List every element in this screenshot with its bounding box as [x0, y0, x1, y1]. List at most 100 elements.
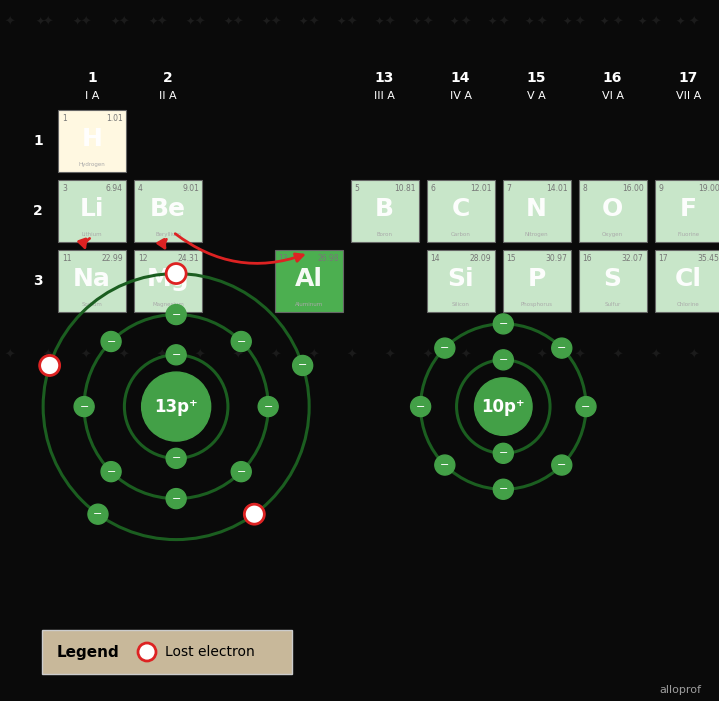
Circle shape	[435, 338, 455, 358]
Text: VII A: VII A	[676, 91, 701, 101]
Text: ✦: ✦	[261, 17, 270, 27]
Text: 35.45: 35.45	[697, 254, 719, 263]
Text: Aluminum: Aluminum	[295, 302, 323, 307]
Text: 28.09: 28.09	[470, 254, 492, 263]
Text: ✦: ✦	[423, 15, 434, 29]
Bar	[58, 110, 126, 172]
Text: 30.97: 30.97	[546, 254, 567, 263]
Text: Magnesium: Magnesium	[152, 302, 184, 307]
Bar	[503, 250, 571, 312]
Text: −: −	[171, 454, 181, 463]
Text: Sodium: Sodium	[81, 302, 102, 307]
Text: −: −	[79, 402, 89, 411]
Bar	[275, 250, 342, 312]
Bar	[579, 180, 646, 242]
Text: ✦: ✦	[613, 15, 623, 29]
Circle shape	[166, 449, 186, 468]
Text: 19.00: 19.00	[698, 184, 719, 193]
Text: III A: III A	[374, 91, 395, 101]
Text: ✦: ✦	[42, 15, 53, 29]
Bar	[58, 180, 126, 242]
Text: ✦: ✦	[461, 15, 471, 29]
Text: ✦: ✦	[537, 348, 547, 362]
Circle shape	[576, 397, 596, 416]
Circle shape	[244, 504, 265, 524]
Text: 15: 15	[527, 71, 546, 85]
Circle shape	[166, 489, 186, 509]
Circle shape	[435, 455, 455, 475]
Text: ✦: ✦	[499, 348, 509, 362]
Text: ✦: ✦	[638, 17, 647, 27]
Text: ✦: ✦	[651, 15, 661, 29]
Text: ✦: ✦	[111, 17, 120, 27]
Circle shape	[88, 504, 108, 524]
Bar	[134, 250, 202, 312]
Text: −: −	[106, 467, 116, 477]
Text: ✦: ✦	[613, 348, 623, 362]
Text: −: −	[237, 336, 246, 346]
Text: Legend: Legend	[57, 644, 120, 660]
Bar	[426, 180, 495, 242]
Circle shape	[40, 355, 60, 376]
Bar	[654, 180, 719, 242]
Text: ✦: ✦	[385, 15, 395, 29]
Text: Chlorine: Chlorine	[677, 302, 700, 307]
Circle shape	[493, 479, 513, 499]
Text: V A: V A	[527, 91, 546, 101]
Text: Nitrogen: Nitrogen	[525, 232, 549, 237]
Text: Hydrogen: Hydrogen	[78, 162, 106, 167]
Text: ✦: ✦	[562, 17, 572, 27]
Text: −: −	[498, 355, 508, 365]
Text: −: −	[498, 319, 508, 329]
Bar	[426, 250, 495, 312]
Text: ✦: ✦	[5, 15, 15, 29]
Text: 10p⁺: 10p⁺	[482, 397, 525, 416]
Text: ✦: ✦	[148, 17, 157, 27]
Text: 16: 16	[603, 71, 622, 85]
Text: ✦: ✦	[186, 17, 196, 27]
Text: ✦: ✦	[525, 17, 534, 27]
Text: I A: I A	[85, 91, 99, 101]
Text: 12: 12	[138, 254, 147, 263]
Text: ✦: ✦	[81, 348, 91, 362]
Text: ✦: ✦	[499, 15, 509, 29]
Bar	[503, 180, 571, 242]
Text: ✦: ✦	[308, 348, 319, 362]
Bar	[134, 180, 202, 242]
Text: 14: 14	[431, 254, 440, 263]
Text: Cl: Cl	[675, 266, 702, 290]
Text: 15: 15	[507, 254, 516, 263]
Text: ✦: ✦	[73, 17, 83, 27]
Text: ✦: ✦	[308, 15, 319, 29]
Text: 3: 3	[62, 184, 67, 193]
Circle shape	[493, 350, 513, 370]
Text: ✦: ✦	[119, 348, 129, 362]
Text: ✦: ✦	[423, 348, 434, 362]
Text: ✦: ✦	[689, 15, 700, 29]
Text: ✦: ✦	[35, 17, 45, 27]
Bar	[58, 250, 126, 312]
Text: 16: 16	[582, 254, 592, 263]
Text: ✦: ✦	[487, 17, 496, 27]
Circle shape	[166, 345, 186, 365]
Text: Mg: Mg	[147, 266, 189, 290]
Bar	[579, 250, 646, 312]
Text: II A: II A	[159, 91, 177, 101]
Text: ✦: ✦	[157, 348, 168, 362]
Text: IV A: IV A	[449, 91, 472, 101]
Text: B: B	[375, 196, 394, 221]
Circle shape	[74, 397, 94, 416]
Text: ✦: ✦	[81, 15, 91, 29]
Text: ✦: ✦	[689, 348, 700, 362]
Text: 11: 11	[62, 254, 71, 263]
Text: −: −	[237, 467, 246, 477]
Text: ✦: ✦	[42, 348, 53, 362]
Text: ✦: ✦	[374, 17, 383, 27]
Circle shape	[232, 332, 251, 351]
Text: 1.01: 1.01	[106, 114, 123, 123]
Text: ✦: ✦	[651, 348, 661, 362]
Text: 17: 17	[679, 71, 698, 85]
Text: 1: 1	[62, 114, 67, 123]
Text: Silicon: Silicon	[452, 302, 470, 307]
Circle shape	[551, 338, 572, 358]
